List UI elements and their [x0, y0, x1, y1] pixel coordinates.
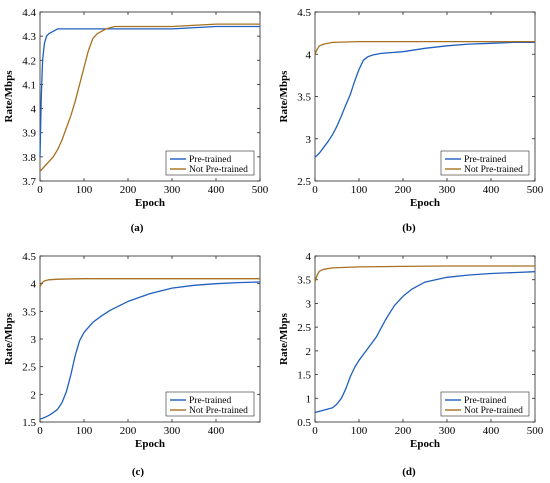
y-tick-label: 3 — [306, 298, 312, 310]
chart-panel-1: 0 100 200 300 400 500 3.7 3.8 3.9 4 4.1 4.2 4.3 4.4 Ep… — [3, 7, 269, 234]
y-tick-label: 3.5 — [22, 306, 36, 318]
y-tick-label: 3.5 — [297, 92, 311, 104]
x-tick-label: 400 — [208, 425, 225, 437]
panel-label: (c) — [132, 466, 145, 478]
y-tick-label: 1.5 — [297, 370, 311, 382]
legend-label: Not Pre-trained — [464, 406, 523, 416]
y-tick-label: 3.5 — [297, 275, 311, 287]
y-tick-label: 1.5 — [22, 417, 36, 429]
x-axis-label: Epoch — [135, 438, 165, 450]
series-line-not-pre-trained — [39, 278, 260, 287]
x-tick-label: 100 — [351, 425, 368, 437]
chart-panel-3: 0 100 200 300 400 1.5 2 2.5 3 3.5 4 4.5 Epoch Rate/Mb… — [3, 251, 261, 478]
x-tick-label: 300 — [164, 425, 181, 437]
series-line-pre-trained — [39, 281, 261, 420]
y-tick-label: 4.5 — [297, 7, 311, 19]
panel-label: (d) — [402, 466, 416, 478]
y-tick-label: 4.5 — [22, 251, 36, 263]
panel-label: (b) — [402, 222, 416, 234]
y-tick-label: 4.1 — [22, 79, 36, 91]
series-line-not-pre-trained — [314, 265, 535, 283]
chart-panel-2: 0 100 200 300 400 500 2.5 3 3.5 4 4.5 Epoch Rate/Mbp… — [278, 7, 544, 234]
y-tick-label: 2.5 — [22, 362, 36, 374]
series-line-not-pre-trained — [314, 40, 535, 55]
series-line-pre-trained — [314, 271, 536, 414]
y-tick-label: 4.3 — [22, 31, 36, 43]
y-tick-label: 3.7 — [22, 176, 36, 188]
legend-label: Pre-trained — [189, 396, 231, 406]
panel-label: (a) — [131, 222, 144, 234]
legend-box — [440, 391, 530, 417]
legend-label: Not Pre-trained — [189, 165, 248, 175]
x-tick-label: 300 — [439, 425, 456, 437]
x-tick-label: 200 — [120, 184, 137, 196]
y-axis-label: Rate/Mbps — [3, 70, 15, 123]
x-tick-label: 0 — [312, 425, 318, 437]
legend-box — [440, 150, 530, 176]
y-axis-label: Rate/Mbps — [3, 312, 15, 365]
y-tick-label: 2 — [306, 346, 312, 358]
legend-label: Pre-trained — [464, 155, 506, 165]
legend-label: Pre-trained — [189, 155, 231, 165]
legend-label: Pre-trained — [464, 396, 506, 406]
x-tick-label: 0 — [312, 184, 318, 196]
x-tick-label: 200 — [120, 425, 137, 437]
series-line-not-pre-trained — [39, 23, 260, 172]
y-tick-label: 4 — [306, 49, 312, 61]
y-tick-label: 2 — [31, 389, 37, 401]
y-tick-label: 4.2 — [22, 55, 36, 67]
legend-box — [165, 150, 255, 176]
x-axis-label: Epoch — [410, 438, 440, 450]
x-tick-label: 400 — [483, 425, 500, 437]
y-tick-label: 2.5 — [297, 176, 311, 188]
x-tick-label: 300 — [439, 184, 456, 196]
x-tick-label: 0 — [37, 184, 43, 196]
y-tick-label: 1 — [306, 393, 312, 405]
y-tick-label: 3 — [31, 334, 37, 346]
y-tick-label: 3 — [306, 134, 312, 146]
x-tick-label: 0 — [37, 425, 43, 437]
x-tick-label: 500 — [527, 425, 544, 437]
y-tick-label: 0.5 — [297, 417, 311, 429]
y-tick-label: 3.9 — [22, 128, 36, 140]
y-tick-label: 4 — [31, 104, 37, 116]
legend-box — [165, 391, 255, 417]
x-tick-label: 400 — [208, 184, 225, 196]
y-tick-label: 4 — [306, 251, 312, 263]
x-axis-label: Epoch — [135, 197, 165, 209]
x-tick-label: 100 — [76, 184, 93, 196]
x-tick-label: 500 — [252, 184, 269, 196]
x-tick-label: 100 — [76, 425, 93, 437]
y-tick-label: 4.4 — [22, 7, 36, 19]
y-axis-label: Rate/Mbps — [278, 312, 290, 365]
legend-label: Not Pre-trained — [464, 165, 523, 175]
y-tick-label: 4 — [31, 279, 37, 291]
y-tick-label: 2.5 — [297, 322, 311, 334]
x-axis-label: Epoch — [410, 197, 440, 209]
series-line-pre-trained — [39, 25, 260, 157]
chart-panel-4: 0 100 200 300 400 500 0.5 1 1.5 2 2.5 3 3.5 4 Epoch Rat… — [278, 251, 544, 478]
x-tick-label: 300 — [164, 184, 181, 196]
x-tick-label: 400 — [483, 184, 500, 196]
x-tick-label: 100 — [351, 184, 368, 196]
x-tick-label: 500 — [527, 184, 544, 196]
y-tick-label: 3.8 — [22, 152, 36, 164]
x-tick-label: 200 — [395, 425, 412, 437]
legend-label: Not Pre-trained — [189, 406, 248, 416]
y-axis-label: Rate/Mbps — [278, 70, 290, 123]
series-line-pre-trained — [314, 41, 535, 158]
x-tick-label: 200 — [395, 184, 412, 196]
